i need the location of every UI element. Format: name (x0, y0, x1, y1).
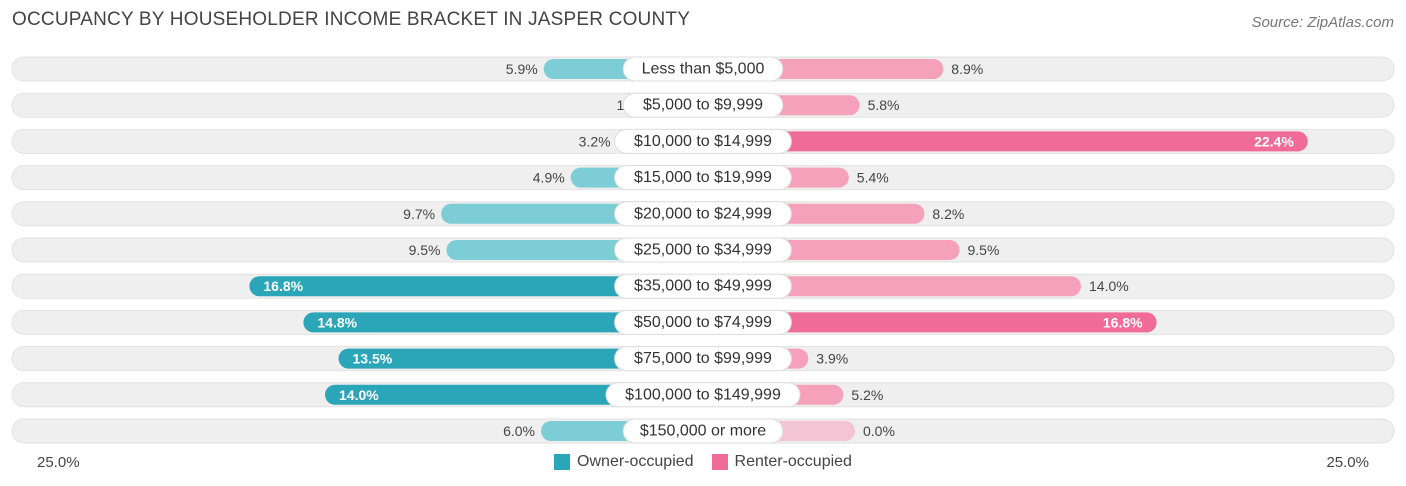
renter-value-label: 3.9% (816, 351, 848, 367)
legend: Owner-occupied Renter-occupied (0, 453, 1406, 471)
renter-value-label: 5.4% (857, 170, 889, 186)
legend-renter: Renter-occupied (711, 453, 852, 471)
owner-value-label: 5.9% (506, 61, 538, 77)
legend-renter-label: Renter-occupied (734, 453, 852, 470)
category-pill (614, 273, 792, 299)
source-label: Source: ZipAtlas.com (1251, 14, 1394, 31)
category-label: $20,000 to $24,999 (634, 205, 772, 222)
category-pill (614, 201, 792, 227)
owner-value-label: 4.9% (533, 170, 565, 186)
owner-bar (303, 312, 703, 333)
renter-value-label: 0.0% (863, 423, 895, 439)
category-pill (622, 92, 784, 118)
renter-value-label: 8.9% (951, 61, 983, 77)
renter-value-label: 5.8% (868, 97, 900, 113)
legend-owner-swatch (554, 454, 571, 470)
category-pill (614, 128, 792, 154)
category-pill (614, 309, 792, 335)
legend-owner: Owner-occupied (554, 453, 694, 471)
owner-value-label: 14.8% (317, 314, 357, 330)
owner-bar (338, 348, 703, 369)
owner-value-label: 3.2% (579, 133, 611, 149)
category-pill (614, 346, 792, 372)
owner-bar (249, 276, 703, 297)
owner-value-label: 13.5% (353, 351, 393, 367)
category-label: $15,000 to $19,999 (634, 169, 772, 186)
category-label: $150,000 or more (640, 423, 766, 440)
owner-value-label: 16.8% (263, 278, 303, 294)
category-label: $5,000 to $9,999 (643, 97, 763, 114)
category-pill (622, 418, 784, 444)
category-label: $75,000 to $99,999 (634, 350, 772, 367)
owner-value-label: 9.7% (403, 206, 435, 222)
axis-left-label: 25.0% (37, 454, 80, 471)
category-label: $35,000 to $49,999 (634, 278, 772, 295)
chart-title: OCCUPANCY BY HOUSEHOLDER INCOME BRACKET … (12, 9, 691, 30)
category-pill (605, 382, 801, 408)
owner-value-label: 9.5% (409, 242, 441, 258)
renter-value-label: 8.2% (932, 206, 964, 222)
axis-right-label: 25.0% (1326, 454, 1369, 471)
renter-bar (703, 312, 1157, 333)
legend-renter-swatch (711, 454, 728, 470)
owner-value-label: 14.0% (339, 387, 379, 403)
category-pill (622, 56, 784, 82)
category-label: $25,000 to $34,999 (634, 242, 772, 259)
renter-bar (703, 276, 1081, 297)
renter-value-label: 5.2% (851, 387, 883, 403)
renter-value-label: 14.0% (1089, 278, 1129, 294)
category-pill (614, 165, 792, 191)
renter-value-label: 16.8% (1103, 314, 1143, 330)
renter-bar (703, 131, 1308, 152)
category-label: $100,000 to $149,999 (625, 386, 781, 403)
owner-value-label: 6.0% (503, 423, 535, 439)
legend-owner-label: Owner-occupied (577, 453, 694, 470)
renter-value-label: 22.4% (1254, 133, 1294, 149)
category-label: $10,000 to $14,999 (634, 133, 772, 150)
renter-value-label: 9.5% (968, 242, 1000, 258)
category-label: $50,000 to $74,999 (634, 314, 772, 331)
category-label: Less than $5,000 (642, 61, 765, 78)
category-pill (614, 237, 792, 263)
